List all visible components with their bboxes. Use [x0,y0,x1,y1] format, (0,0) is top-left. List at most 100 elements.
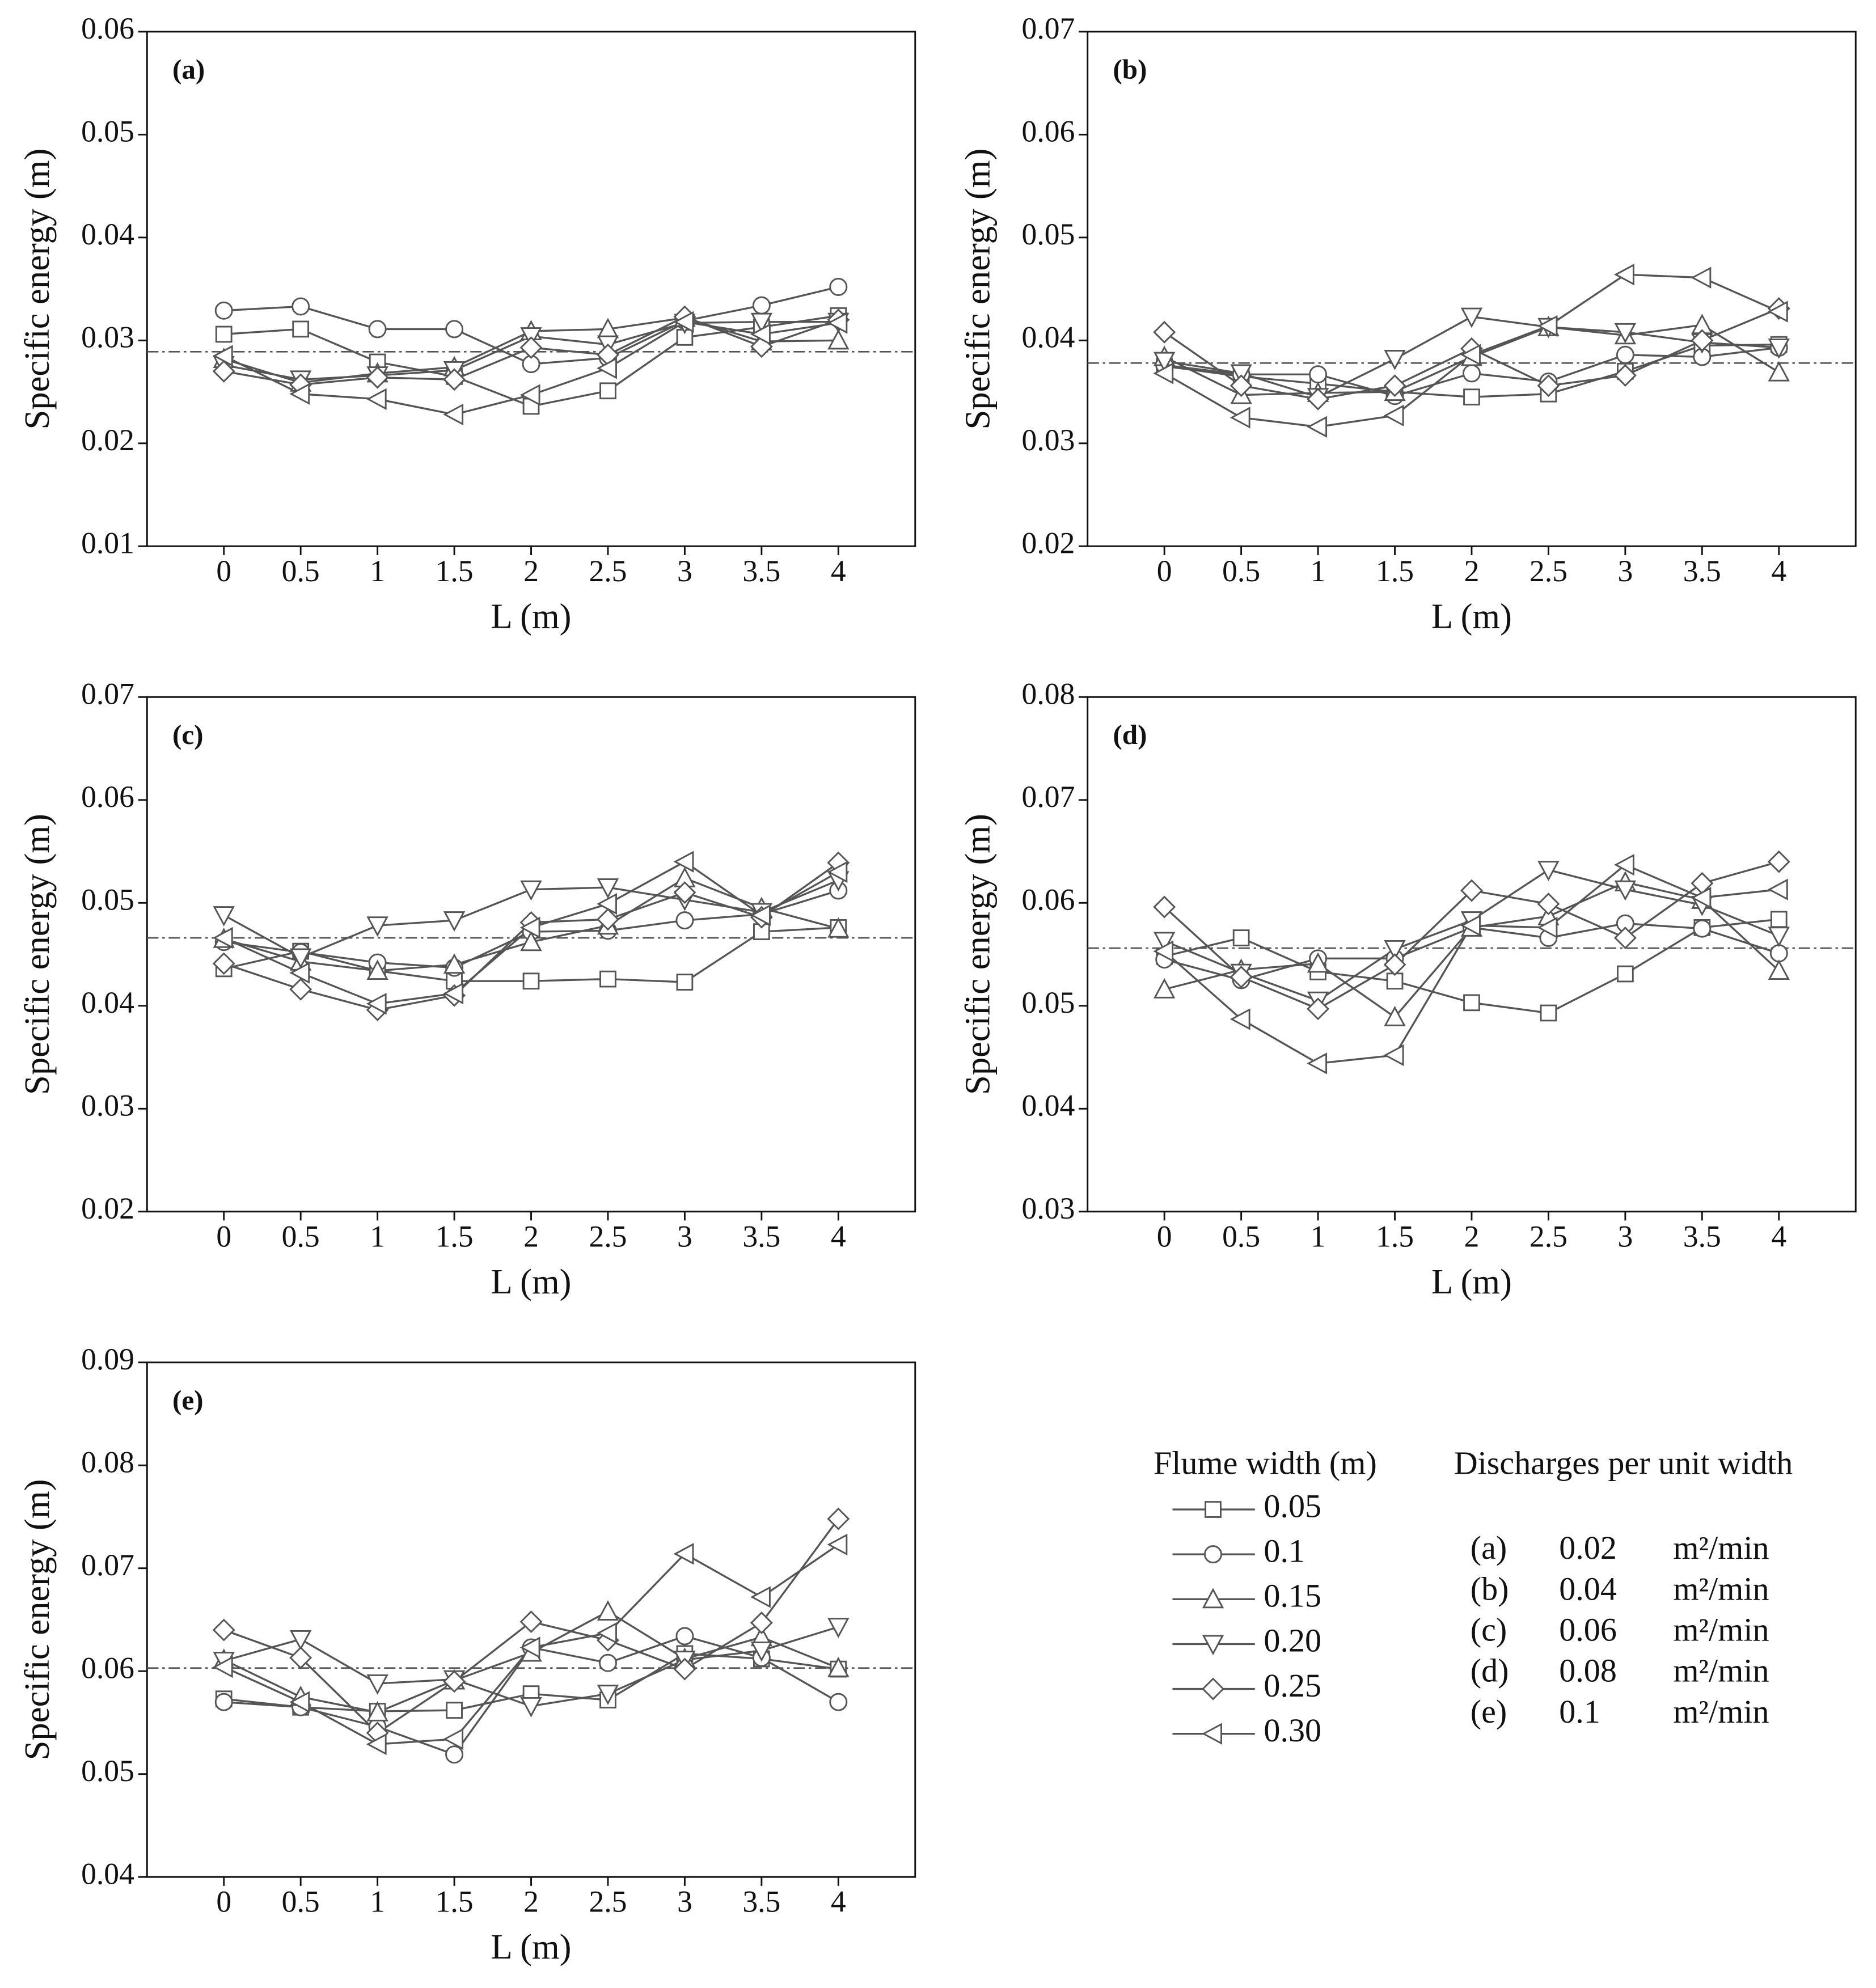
x-tick-label: 0.5 [282,1219,320,1253]
data-point [443,982,464,1005]
discharge-panel: (d) [1471,1652,1509,1689]
x-tick-label: 0.5 [1222,1219,1260,1253]
data-point [1540,1004,1557,1022]
data-point [1383,374,1406,397]
x-tick-label: 3 [677,1885,692,1919]
data-point [443,953,466,974]
data-point [1307,997,1330,1021]
data-point [827,917,850,938]
data-point [676,329,694,346]
data-point [597,357,617,379]
data-point [1153,940,1174,962]
data-point [1384,350,1406,370]
x-tick-label: 0.5 [282,1885,320,1919]
data-point [366,992,387,1015]
y-tick-label: 0.08 [1022,677,1075,711]
y-tick-label: 0.04 [1022,1089,1075,1123]
data-point [1768,959,1790,980]
data-point [1617,965,1634,983]
y-tick-label: 0.02 [81,1191,134,1225]
x-tick-label: 0 [216,554,231,588]
x-tick-label: 1 [1311,554,1326,588]
data-point [1307,387,1330,411]
data-point [1229,966,1253,988]
data-point [212,345,233,367]
data-point [1614,323,1637,344]
data-point [750,1611,773,1634]
x-tick-label: 1 [370,1219,385,1253]
data-point [519,384,540,406]
x-tick-label: 3 [677,554,692,588]
data-point [1384,940,1406,961]
y-tick-label: 0.06 [81,780,134,814]
data-point [1768,339,1790,359]
y-axis-label: Specific energy (m) [17,814,57,1095]
x-tick-label: 4 [831,1219,846,1253]
data-point [519,1610,543,1634]
x-axis-label: L (m) [1431,1262,1512,1301]
data-point [443,368,466,391]
legend-label: 0.25 [1264,1667,1321,1704]
data-point [366,959,388,980]
data-point [519,1636,540,1659]
discharge-panel: (c) [1471,1611,1507,1648]
data-point [1691,329,1714,352]
data-point [445,320,464,339]
data-point [443,1728,464,1750]
x-tick-label: 1 [370,1885,385,1919]
data-point [676,974,694,991]
x-tick-label: 0 [216,1885,231,1919]
data-point [827,1656,850,1677]
y-tick-label: 0.01 [81,526,134,560]
data-point [1768,927,1790,948]
y-tick-label: 0.05 [1022,985,1075,1020]
data-point [289,962,310,984]
data-point [291,297,310,316]
y-tick-label: 0.07 [81,677,134,711]
data-point [673,311,694,333]
data-point [519,336,543,359]
plot-frame [1087,31,1857,547]
discharge-title: Discharges per unit width [1454,1444,1793,1481]
data-point [1307,952,1329,973]
discharge-unit: m²/min [1673,1529,1769,1566]
data-point [212,1618,235,1642]
x-tick-label: 2.5 [589,1885,627,1919]
data-point [1614,880,1637,901]
y-tick-label: 0.04 [81,217,134,251]
data-point [289,978,312,1001]
discharge-panel: (e) [1471,1693,1507,1730]
x-tick-label: 2 [523,1219,539,1253]
legend-marker [1204,1545,1223,1564]
discharge-value: 0.02 [1559,1529,1617,1566]
data-point [292,320,310,338]
y-tick-label: 0.08 [81,1445,134,1479]
data-point [597,1622,617,1644]
x-tick-label: 2.5 [1529,1219,1567,1253]
data-point [1154,932,1176,953]
data-point [1154,978,1176,999]
legend-marker [1202,1677,1224,1701]
data-point [289,1691,310,1713]
x-tick-label: 0.5 [282,554,320,588]
x-tick-label: 2.5 [589,554,627,588]
data-point [366,1701,388,1721]
data-point [366,916,388,937]
x-tick-label: 0.5 [1222,554,1260,588]
x-tick-label: 4 [831,1885,846,1919]
data-point [673,881,696,904]
data-point [1307,416,1328,438]
data-point [1768,361,1790,382]
y-tick-label: 0.04 [81,1857,134,1891]
data-point [1460,915,1481,937]
data-point [1154,352,1176,373]
legend-label: 0.05 [1264,1487,1321,1524]
panel-label: (c) [172,719,204,750]
data-point [215,325,233,343]
data-point [289,1630,312,1651]
data-point [1613,927,1637,949]
data-point [673,1657,696,1681]
data-point [445,1745,464,1764]
y-tick-label: 0.09 [81,1342,134,1376]
